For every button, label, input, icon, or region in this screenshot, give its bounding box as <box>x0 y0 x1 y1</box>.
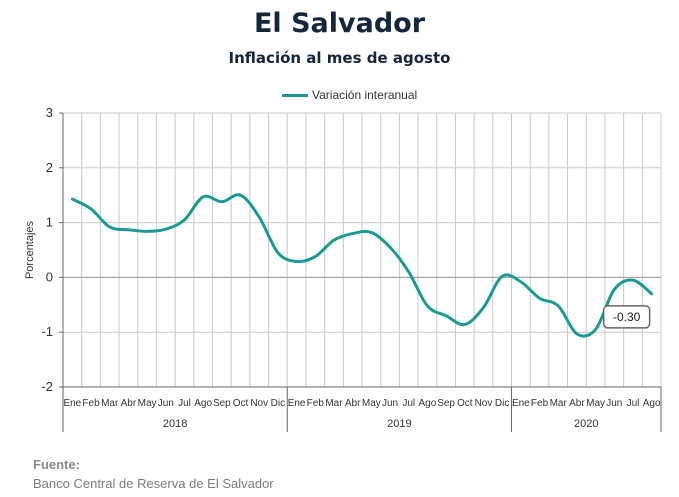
data-point <box>631 279 634 282</box>
year-label: 2018 <box>163 418 187 430</box>
x-tick-label: Oct <box>233 398 249 409</box>
x-tick-label: Mar <box>550 398 568 409</box>
data-point <box>501 275 504 278</box>
year-label: 2020 <box>574 418 598 430</box>
x-tick-label: Nov <box>475 398 493 409</box>
data-point <box>594 328 597 331</box>
data-point <box>482 306 485 309</box>
x-tick-label: May <box>586 398 605 409</box>
x-tick-label: Jul <box>178 398 191 409</box>
x-tick-label: May <box>138 398 157 409</box>
x-tick-label: Abr <box>121 398 137 409</box>
x-tick-label: Mar <box>325 398 343 409</box>
chart-title: El Salvador <box>253 8 426 39</box>
y-tick-label: 0 <box>46 269 53 284</box>
data-point <box>220 200 223 203</box>
x-tick-label: Oct <box>457 398 473 409</box>
data-point <box>90 207 93 210</box>
data-point <box>370 231 373 234</box>
data-label-box <box>602 305 651 329</box>
x-tick-label: Jul <box>627 398 640 409</box>
y-axis-label: Porcentajes <box>24 220 36 279</box>
series-line-variacion-interanual <box>70 193 654 338</box>
data-point <box>164 228 167 231</box>
x-tick-label: Dic <box>271 398 285 409</box>
data-point <box>332 239 335 242</box>
data-label: -0.30 <box>613 310 641 324</box>
legend-swatch <box>282 93 308 97</box>
source-label: Fuente: <box>33 457 80 472</box>
x-tick-label: Nov <box>250 398 268 409</box>
data-point <box>276 251 279 254</box>
data-point <box>258 216 261 219</box>
x-tick-label: Ago <box>419 398 437 409</box>
y-tick-label: 2 <box>46 160 53 175</box>
data-point <box>445 314 448 317</box>
x-tick-label: Ene <box>512 398 530 409</box>
data-point <box>314 255 317 258</box>
data-point <box>426 304 429 307</box>
x-tick-label: Jun <box>606 398 622 409</box>
data-point <box>351 232 354 235</box>
data-point <box>202 195 205 198</box>
data-point <box>108 225 111 228</box>
data-point <box>650 292 653 295</box>
year-label: 2019 <box>387 418 411 430</box>
x-tick-label: Ago <box>643 398 661 409</box>
data-point <box>575 332 578 335</box>
x-tick-label: Ene <box>63 398 81 409</box>
x-tick-label: Jun <box>158 398 174 409</box>
x-tick-label: Sep <box>213 398 231 409</box>
data-point <box>127 228 130 231</box>
x-tick-label: Jul <box>402 398 415 409</box>
source-text: Banco Central de Reserva de El Salvador <box>33 476 274 491</box>
y-tick-label: -1 <box>41 324 53 339</box>
data-point <box>239 194 242 197</box>
data-point <box>613 288 616 291</box>
x-tick-label: Sep <box>437 398 455 409</box>
legend-label: Variación interanual <box>312 88 418 102</box>
x-tick-label: Feb <box>82 398 100 409</box>
data-point <box>519 280 522 283</box>
y-tick-label: 3 <box>46 105 53 120</box>
data-point <box>463 323 466 326</box>
x-tick-label: Feb <box>307 398 325 409</box>
x-tick-label: Mar <box>101 398 119 409</box>
data-point <box>71 198 74 201</box>
data-point <box>183 218 186 221</box>
legend: Variación interanual <box>282 88 417 102</box>
data-point <box>295 260 298 263</box>
data-point <box>557 304 560 307</box>
x-tick-label: May <box>362 398 381 409</box>
chart-subtitle: Inflación al mes de agosto <box>228 49 451 67</box>
x-tick-label: Ago <box>194 398 212 409</box>
x-tick-label: Dic <box>495 398 509 409</box>
y-tick-label: -2 <box>41 379 53 394</box>
x-tick-label: Abr <box>345 398 361 409</box>
data-point <box>538 297 541 300</box>
data-point <box>146 230 149 233</box>
x-tick-label: Abr <box>569 398 585 409</box>
x-tick-label: Jun <box>382 398 398 409</box>
x-tick-label: Ene <box>288 398 306 409</box>
data-point <box>389 246 392 249</box>
x-tick-label: Feb <box>531 398 549 409</box>
data-point <box>407 270 410 273</box>
y-tick-label: 1 <box>46 215 53 230</box>
